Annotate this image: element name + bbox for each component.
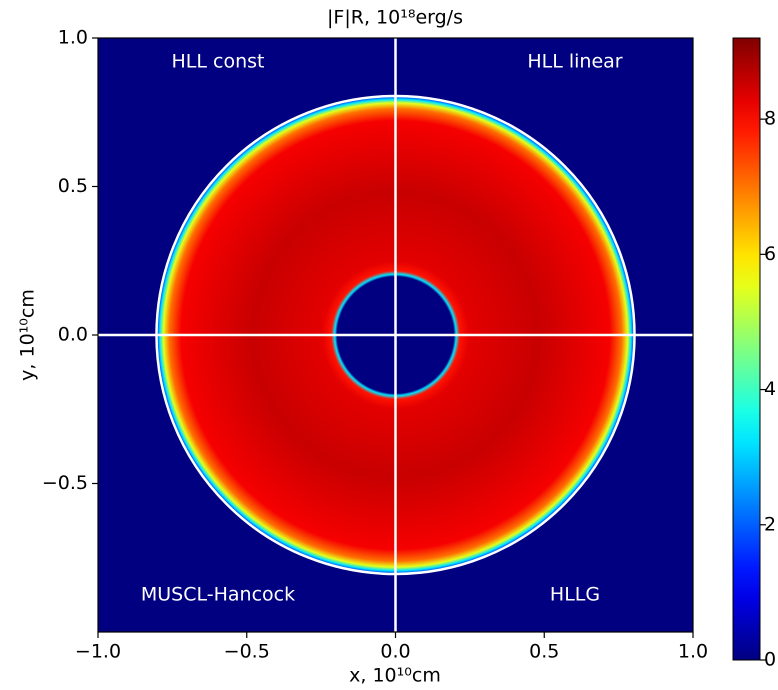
- x-tick-label: 0.0: [380, 641, 410, 663]
- y-axis-label: y, 10¹⁰cm: [17, 289, 39, 381]
- y-tick-label: 0.0: [58, 324, 88, 346]
- chart-title: |F|R, 10¹⁸erg/s: [327, 7, 463, 29]
- colorbar-tick-label: 2: [764, 513, 776, 535]
- annotation: HLLG: [550, 584, 600, 606]
- x-tick-label: −1.0: [75, 641, 121, 663]
- annotation: MUSCL-Hancock: [141, 584, 295, 606]
- x-tick-label: 1.0: [678, 641, 708, 663]
- y-tick-label: −0.5: [42, 472, 88, 494]
- x-axis-label: x, 10¹⁰cm: [349, 665, 441, 687]
- annotation: HLL const: [172, 51, 265, 73]
- y-tick-label: 0.5: [58, 175, 88, 197]
- colorbar-tick-label: 8: [764, 108, 776, 130]
- colorbar-tick-label: 0: [764, 649, 776, 671]
- colorbar-tick-label: 6: [764, 243, 776, 265]
- x-tick-label: 0.5: [529, 641, 559, 663]
- annotation: HLL linear: [527, 51, 622, 73]
- y-tick-label: 1.0: [58, 27, 88, 49]
- x-tick-label: −0.5: [224, 641, 270, 663]
- colorbar: [732, 37, 761, 661]
- colorbar-tick-label: 4: [764, 378, 776, 400]
